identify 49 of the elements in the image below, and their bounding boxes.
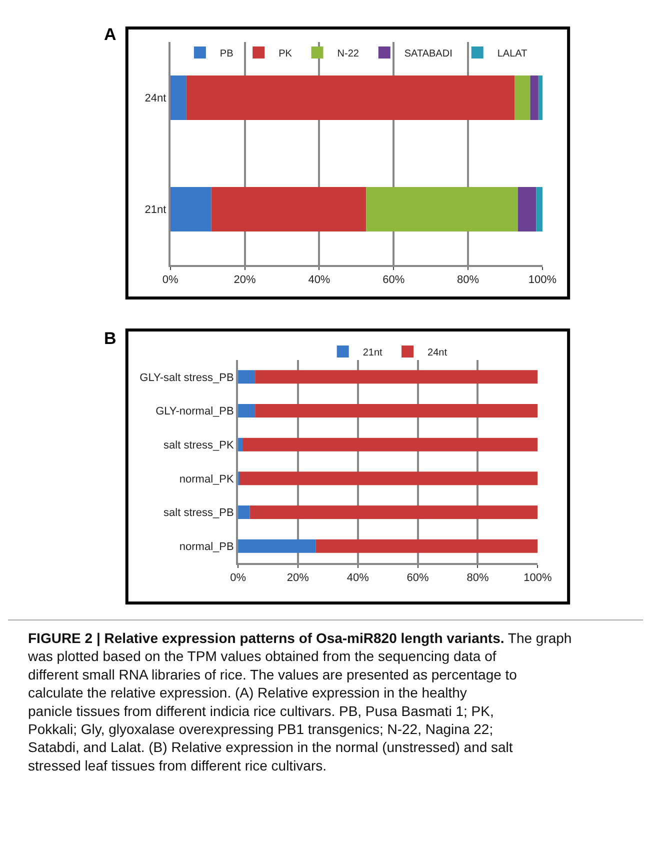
bar — [170, 75, 186, 120]
text: FIGURE 2 | Relative expression patterns of Osa-miR820 length variants. — [28, 630, 504, 646]
bar — [238, 539, 316, 553]
bar — [211, 186, 366, 232]
bar — [536, 186, 542, 232]
bar — [170, 186, 212, 232]
x-tick-label: 80% — [457, 274, 480, 286]
bar — [186, 75, 515, 120]
x-tick-label: 40% — [346, 572, 370, 584]
x-tick-label: 40% — [308, 274, 330, 286]
y-tick-label: GLY-normal_PB — [156, 406, 234, 418]
x-tick-label: 60% — [406, 572, 430, 584]
legend-label: SATABADI — [404, 48, 452, 60]
bar — [518, 186, 536, 232]
legend-label: N-22 — [337, 48, 360, 60]
chart-title: B — [104, 329, 116, 348]
bar — [514, 75, 530, 120]
legend-label: PK — [278, 48, 292, 60]
bar — [316, 539, 538, 553]
x-tick-label: 60% — [382, 274, 405, 286]
x-tick-label: 20% — [234, 274, 256, 286]
legend-label: LALAT — [497, 48, 528, 60]
bar — [238, 370, 256, 384]
chart-title: A — [104, 25, 116, 44]
y-tick-label: 24nt — [144, 92, 166, 105]
bar — [242, 438, 538, 452]
bar — [366, 186, 518, 232]
x-tick-label: 0% — [230, 572, 246, 584]
bar — [255, 370, 538, 384]
bar — [238, 505, 250, 520]
bar — [255, 404, 538, 418]
bar — [250, 505, 538, 520]
x-tick-label: 80% — [466, 572, 489, 584]
y-tick-label: normal_PB — [179, 540, 234, 553]
bar — [240, 472, 538, 486]
x-tick-label: 20% — [286, 572, 310, 584]
x-tick-label: 100% — [524, 572, 552, 584]
bar — [238, 404, 256, 418]
y-tick-label: normal_PK — [179, 473, 234, 486]
legend-label: 24nt — [428, 347, 448, 358]
y-tick-label: GLY-salt stress_PB — [140, 372, 234, 384]
legend-label: PB — [220, 48, 234, 60]
y-tick-label: salt stress_PK — [164, 439, 234, 452]
legend-label: 21nt — [362, 347, 383, 358]
y-tick-label: salt stress_PB — [164, 507, 234, 520]
y-tick-label: 21nt — [144, 204, 166, 216]
bar — [530, 75, 538, 120]
x-tick-label: 0% — [162, 274, 179, 286]
x-tick-label: 100% — [528, 274, 557, 286]
